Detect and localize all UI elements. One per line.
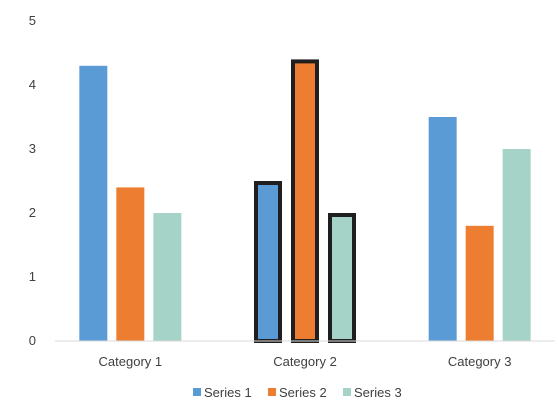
legend-label: Series 3 — [354, 385, 402, 400]
legend-item-series-3[interactable]: Series 3 — [343, 385, 402, 400]
bar-series-3-category-1[interactable] — [153, 213, 182, 341]
bar-series-1-category-2[interactable] — [254, 181, 282, 343]
bar-series-2-category-1[interactable] — [116, 187, 145, 341]
legend[interactable]: Series 1 Series 2 Series 3 — [193, 385, 402, 400]
y-tick-label: 0 — [29, 333, 36, 348]
y-tick-label: 5 — [29, 13, 36, 28]
legend-label: Series 1 — [204, 385, 252, 400]
legend-item-series-2[interactable]: Series 2 — [268, 385, 327, 400]
legend-swatch — [343, 388, 351, 396]
y-axis-ticks: 0 1 2 3 4 5 — [29, 13, 36, 348]
legend-swatch — [268, 388, 276, 396]
bar-series-3-category-3[interactable] — [502, 149, 531, 341]
legend-swatch — [193, 388, 201, 396]
y-tick-label: 4 — [29, 77, 36, 92]
bar-series-1-category-1[interactable] — [79, 65, 108, 342]
x-tick-label: Category 3 — [448, 354, 512, 369]
bar-series-3-category-2[interactable] — [328, 213, 356, 343]
x-axis-ticks: Category 1 Category 2 Category 3 — [99, 354, 512, 369]
y-tick-label: 1 — [29, 269, 36, 284]
bar-series-2-category-3[interactable] — [465, 225, 494, 341]
y-tick-label: 3 — [29, 141, 36, 156]
legend-item-series-1[interactable]: Series 1 — [193, 385, 252, 400]
y-tick-label: 2 — [29, 205, 36, 220]
x-tick-label: Category 2 — [273, 354, 337, 369]
legend-label: Series 2 — [279, 385, 327, 400]
bars — [79, 59, 531, 344]
bar-series-2-category-2[interactable] — [291, 59, 319, 344]
bar-series-1-category-3[interactable] — [428, 117, 457, 341]
x-tick-label: Category 1 — [99, 354, 163, 369]
